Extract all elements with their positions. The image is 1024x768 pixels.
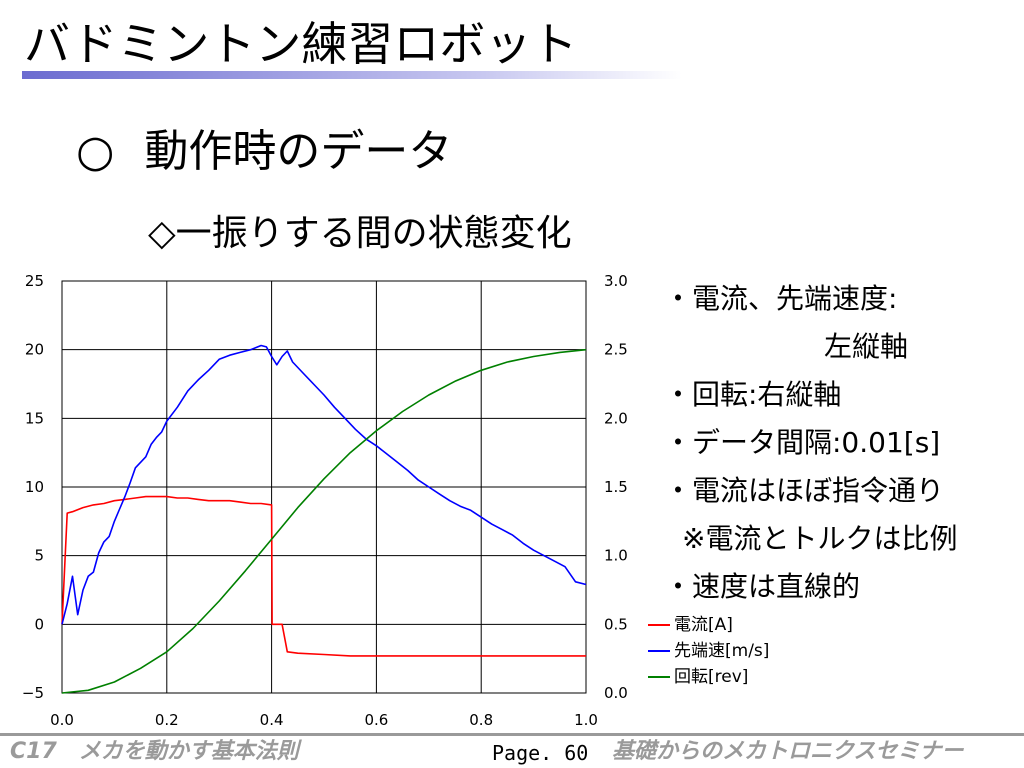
- y-right-tick-label: 1.0: [604, 547, 628, 565]
- heading-marker: ○: [76, 126, 115, 177]
- y-right-tick-label: 0.0: [604, 684, 628, 702]
- x-tick-label: 1.0: [574, 711, 598, 729]
- rotation-series-line: [61, 348, 587, 694]
- footer-course: C17 メカを動かす基本法則: [10, 739, 299, 764]
- note-axis-right: ・回転:右縦軸: [664, 378, 842, 411]
- note-current: ・電流はほぼ指令通り: [664, 474, 945, 507]
- sub-heading: ◇一振りする間の状態変化: [148, 213, 572, 254]
- slide-title: バドミントン練習ロボット: [24, 17, 578, 71]
- y-left-tick-label: 5: [34, 547, 44, 565]
- legend-swatch-speed: [648, 650, 670, 652]
- section-heading: ○ 動作時のデータ: [76, 124, 452, 180]
- note-interval: ・データ間隔:0.01[s]: [664, 426, 941, 459]
- y-left-tick-label: 25: [25, 272, 44, 290]
- y-right-tick-label: 2.5: [604, 341, 628, 359]
- y-left-tick-label: 15: [25, 409, 44, 427]
- note-axis-left: ・電流、先端速度:: [664, 282, 898, 315]
- legend-swatch-current: [648, 624, 670, 626]
- current-series-line: [61, 495, 586, 657]
- legend-label-speed: 先端速[m/s]: [674, 641, 770, 661]
- legend-item-rotation: 回転[rev]: [648, 664, 769, 690]
- data-chart: 0.0 0.2 0.4 0.6 0.8 1.0 −5 0 5 10 15 20 25 0.0 0.5 1.0 1…: [22, 272, 628, 729]
- y-left-tick-label: 0: [34, 615, 44, 633]
- title-underline: [22, 71, 682, 79]
- y-left-tick-label: 10: [25, 478, 44, 496]
- y-right-tick-label: 3.0: [604, 272, 628, 290]
- y-right-tick-label: 0.5: [604, 615, 628, 633]
- note-torque: ※電流とトルクは比例: [682, 522, 958, 555]
- legend-swatch-rotation: [648, 676, 670, 678]
- x-tick-label: 0.6: [364, 711, 388, 729]
- note-speed: ・速度は直線的: [664, 570, 861, 603]
- legend-label-current: 電流[A]: [674, 615, 733, 635]
- y-right-tick-label: 2.0: [604, 409, 628, 427]
- notes-list: ・電流、先端速度: 左縦軸 ・回転:右縦軸 ・データ間隔:0.01[s] ・電流…: [664, 275, 1019, 611]
- x-tick-label: 0.4: [260, 711, 284, 729]
- y-left-tick-label: −5: [22, 684, 44, 702]
- legend-item-speed: 先端速[m/s]: [648, 638, 769, 664]
- footer-seminar: 基礎からのメカトロニクスセミナー: [612, 739, 964, 764]
- x-tick-label: 0.0: [50, 711, 74, 729]
- footer-page-number: Page. 60: [492, 741, 589, 765]
- chart-legend: 電流[A] 先端速[m/s] 回転[rev]: [648, 612, 769, 690]
- x-tick-label: 0.2: [155, 711, 179, 729]
- y-left-tick-label: 20: [25, 341, 44, 359]
- legend-item-current: 電流[A]: [648, 612, 769, 638]
- note-axis-left-cont: 左縦軸: [824, 330, 909, 363]
- x-tick-label: 0.8: [469, 711, 493, 729]
- legend-label-rotation: 回転[rev]: [674, 667, 749, 687]
- heading-text: 動作時のデータ: [144, 126, 453, 177]
- footer-rule: [0, 733, 1024, 736]
- speed-series-line: [61, 344, 587, 625]
- y-right-tick-label: 1.5: [604, 478, 628, 496]
